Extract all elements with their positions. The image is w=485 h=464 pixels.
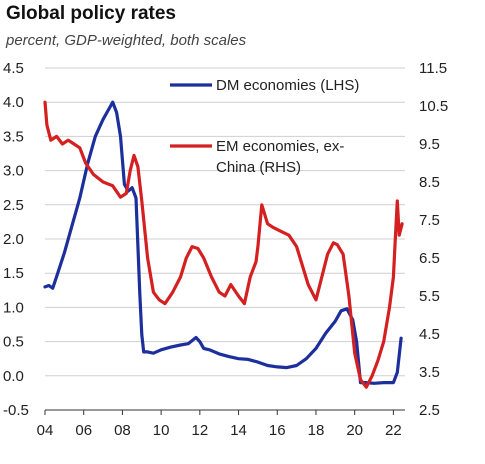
right-tick-label: 7.5 <box>419 212 440 229</box>
right-tick-label: 6.5 <box>419 250 440 267</box>
legend-label-em: EM economies, ex-China (RHS) <box>216 138 344 176</box>
right-tick-label: 8.5 <box>419 174 440 191</box>
right-tick-label: 4.5 <box>419 326 440 343</box>
x-axis-ticks: 04 06 08 10 12 14 16 18 20 22 <box>37 410 402 439</box>
right-tick-label: 2.5 <box>419 402 440 419</box>
series-lines <box>43 100 404 389</box>
legend-label-dm: DM economies (LHS) <box>216 77 359 94</box>
left-tick-label: 0.0 <box>3 368 24 385</box>
x-tick-label: 16 <box>269 422 286 439</box>
right-axis-ticks: 2.5 3.5 4.5 5.5 6.5 7.5 8.5 9.5 10.5 11.5 <box>419 60 448 419</box>
chart-subtitle: percent, GDP-weighted, both scales <box>6 32 247 49</box>
legend: DM economies (LHS) EM economies, ex-China… <box>170 77 359 176</box>
left-axis-ticks: -0.5 0.0 0.5 1.0 1.5 2.0 2.5 3.0 3.5 4.0 4.5 <box>3 60 29 419</box>
left-tick-label: 3.0 <box>3 163 24 180</box>
x-tick-label: 22 <box>385 422 402 439</box>
dm-series-line <box>43 100 403 385</box>
right-tick-label: 11.5 <box>419 60 447 77</box>
left-tick-label: 2.0 <box>3 231 24 248</box>
x-tick-label: 12 <box>191 422 208 439</box>
left-tick-label: 4.5 <box>3 60 24 77</box>
left-tick-label: -0.5 <box>3 402 29 419</box>
grid-lines <box>45 67 405 377</box>
x-tick-label: 18 <box>308 422 325 439</box>
right-tick-label: 10.5 <box>419 98 448 115</box>
right-tick-label: 3.5 <box>419 364 440 381</box>
right-tick-label: 5.5 <box>419 288 440 305</box>
right-tick-label: 9.5 <box>419 136 440 153</box>
x-tick-label: 14 <box>230 422 247 439</box>
chart-title: Global policy rates <box>6 3 176 24</box>
left-tick-label: 3.5 <box>3 128 24 145</box>
left-tick-label: 2.5 <box>3 197 24 214</box>
em-series-line <box>43 100 404 389</box>
left-tick-label: 1.0 <box>3 299 24 316</box>
left-tick-label: 0.5 <box>3 334 24 351</box>
x-tick-label: 04 <box>37 422 54 439</box>
x-tick-label: 20 <box>346 422 363 439</box>
x-tick-label: 10 <box>153 422 170 439</box>
left-tick-label: 4.0 <box>3 94 24 111</box>
x-tick-label: 06 <box>75 422 92 439</box>
left-tick-label: 1.5 <box>3 265 24 282</box>
x-tick-label: 08 <box>114 422 131 439</box>
